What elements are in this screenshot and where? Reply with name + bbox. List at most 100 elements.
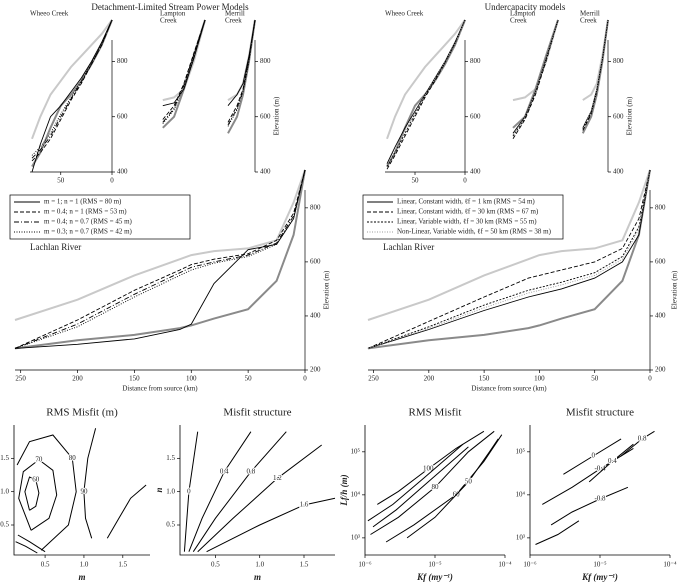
legend-label: Linear, Variable width, ℓf = 30 km (RMS … bbox=[397, 218, 537, 226]
panel-title: Wheeo Creek bbox=[385, 10, 424, 18]
contour-line bbox=[83, 428, 97, 539]
line bbox=[227, 19, 256, 106]
y-tick-label: 800 bbox=[117, 57, 128, 65]
x-tick-label: 10⁻⁴ bbox=[498, 561, 512, 569]
y-tick-label: 10⁵ bbox=[351, 447, 361, 455]
y-tick-label: 600 bbox=[310, 258, 321, 266]
contour-label: 0.8 bbox=[638, 434, 647, 442]
line bbox=[512, 19, 559, 129]
y-tick-label: 0.5 bbox=[166, 521, 175, 529]
x-tick-label: 0.5 bbox=[211, 561, 220, 569]
line bbox=[31, 19, 113, 159]
contour-line bbox=[15, 541, 38, 554]
contour-line bbox=[183, 431, 199, 552]
panel-title: Misfit structure bbox=[223, 407, 291, 419]
panel-title: RMS Misfit bbox=[409, 407, 462, 419]
line bbox=[227, 19, 256, 127]
panel-title: Wheeo Creek bbox=[30, 10, 69, 18]
line bbox=[227, 19, 256, 101]
legend-label: m = 1; n = 1 (RMS = 80 m) bbox=[44, 198, 122, 206]
contour-label: 90 bbox=[80, 487, 88, 495]
contour-label: 80 bbox=[432, 483, 440, 491]
contour-line bbox=[372, 446, 469, 528]
x-tick-label: 200 bbox=[72, 375, 83, 383]
x-tick-label: 250 bbox=[368, 375, 379, 383]
x-tick-label: 10⁻⁶ bbox=[358, 561, 372, 569]
line bbox=[386, 19, 466, 166]
legend-label: m = 0.4; n = 0.7 (RMS = 45 m) bbox=[44, 218, 133, 226]
x-tick-label: 10⁻⁶ bbox=[523, 561, 537, 569]
line bbox=[31, 19, 113, 173]
axes-frame bbox=[529, 425, 670, 556]
contour-line bbox=[406, 438, 499, 539]
line bbox=[227, 19, 256, 126]
y-tick-label: 1.5 bbox=[166, 454, 175, 462]
line bbox=[14, 169, 306, 350]
panel-title: Lampton bbox=[510, 10, 536, 18]
panel-title: Creek bbox=[510, 17, 527, 25]
line bbox=[227, 19, 256, 134]
contour-line bbox=[106, 484, 147, 539]
line bbox=[367, 169, 651, 349]
annotation: Lachlan River bbox=[30, 242, 81, 252]
group-title: Undercapacity models bbox=[485, 2, 566, 12]
x-tick-label: 50 bbox=[412, 177, 420, 185]
axes-frame bbox=[13, 425, 150, 556]
contour-line bbox=[18, 459, 58, 531]
y-tick-label: 800 bbox=[470, 57, 481, 65]
line bbox=[512, 19, 559, 134]
x-axis-label: m bbox=[254, 572, 261, 582]
y-tick-label: 600 bbox=[470, 112, 481, 120]
contour-label: 0.4 bbox=[608, 457, 617, 465]
contour-line bbox=[370, 430, 495, 535]
contour-line bbox=[197, 444, 323, 553]
x-tick-label: 200 bbox=[424, 375, 435, 383]
contour-label: 50 bbox=[465, 478, 473, 486]
line bbox=[14, 169, 306, 349]
x-tick-label: 0 bbox=[463, 177, 467, 185]
contour-line bbox=[620, 430, 655, 457]
y-axis-label: Elevation (m) bbox=[671, 270, 679, 309]
x-axis-label: Distance from source (km) bbox=[122, 385, 198, 393]
contour-line bbox=[535, 520, 580, 545]
contour-line bbox=[206, 497, 336, 553]
contour-line bbox=[563, 438, 622, 475]
x-tick-label: 150 bbox=[479, 375, 490, 383]
line bbox=[227, 19, 256, 123]
y-axis-label: Lf/h (m) bbox=[339, 474, 349, 506]
x-tick-label: 1.5 bbox=[300, 561, 309, 569]
x-tick-label: 1.5 bbox=[118, 561, 127, 569]
x-tick-label: 50 bbox=[57, 177, 65, 185]
x-tick-label: 100 bbox=[186, 375, 197, 383]
line bbox=[582, 19, 609, 131]
legend-label: Non-Linear, Variable width, ℓf = 50 km (… bbox=[397, 228, 552, 236]
contour-label: 60 bbox=[32, 475, 40, 483]
contour-label: 0.8 bbox=[246, 467, 255, 475]
line bbox=[582, 19, 609, 129]
annotation: Lachlan River bbox=[383, 242, 434, 252]
contour-line bbox=[367, 443, 464, 522]
x-tick-label: 50 bbox=[591, 375, 599, 383]
panel-title: RMS Misfit (m) bbox=[46, 407, 118, 419]
y-tick-label: 400 bbox=[117, 168, 128, 176]
y-axis-label: Elevation (m) bbox=[323, 270, 331, 309]
line bbox=[14, 169, 306, 321]
contour-line bbox=[550, 486, 629, 526]
x-tick-label: 1.0 bbox=[80, 561, 89, 569]
y-tick-label: 400 bbox=[310, 312, 321, 320]
legend-box bbox=[362, 194, 564, 240]
panel-title: Misfit structure bbox=[566, 407, 634, 419]
panel-title: Lampton bbox=[160, 10, 186, 18]
line bbox=[31, 19, 113, 168]
x-axis-label: Kf (my⁻¹) bbox=[581, 572, 618, 582]
y-tick-label: 1.5 bbox=[0, 454, 9, 462]
contour-line bbox=[24, 476, 40, 511]
line bbox=[512, 19, 559, 135]
panel-title: Creek bbox=[225, 17, 242, 25]
y-tick-label: 10³ bbox=[351, 533, 360, 541]
y-tick-label: 600 bbox=[260, 112, 271, 120]
line bbox=[31, 19, 113, 140]
x-tick-label: 50 bbox=[245, 375, 253, 383]
line bbox=[367, 169, 651, 350]
line bbox=[386, 19, 466, 140]
